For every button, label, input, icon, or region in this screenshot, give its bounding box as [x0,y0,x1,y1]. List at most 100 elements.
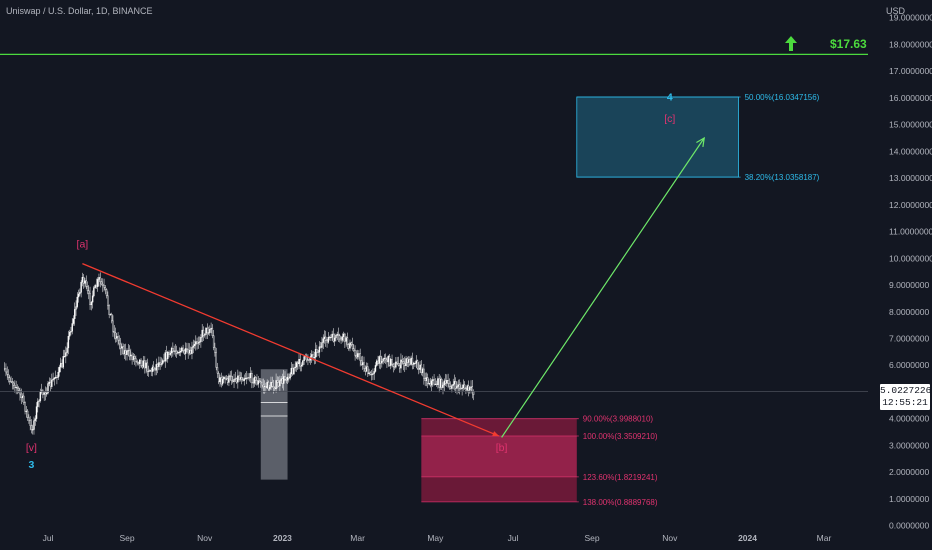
candle-body [293,367,295,375]
candle-body [141,365,143,368]
candle-body [244,377,247,379]
candle-body [207,332,210,334]
candle-body [424,378,426,381]
candle-body [158,362,160,367]
candle-body [425,377,428,381]
candle-body [11,381,14,384]
candle-body [196,341,198,344]
candle-body [118,339,121,345]
support-zone-core [421,436,577,477]
candle-body [195,341,197,345]
candle-body [470,386,472,388]
candle-body [437,378,439,385]
x-tick-label: Mar [817,533,832,543]
candle-body [364,368,366,372]
candle-body [277,382,280,387]
x-tick-label: Sep [119,533,134,543]
candle-body [98,277,100,280]
candle-body [286,376,289,381]
candle-body [374,365,377,372]
x-axis[interactable]: Jul Sep Nov 2023 Mar May Jul Sep Nov 2024 Mar [43,533,832,543]
candle-body [230,375,233,382]
candle-body [342,333,345,337]
candle-body [34,418,36,421]
candle-body [190,349,192,354]
candle-body [429,383,431,386]
candle-body [265,386,267,388]
last-price: 5.0227226 [880,385,932,396]
candle-body [191,347,193,354]
candle-body [258,380,261,382]
target-price-label: $17.63 [830,37,867,51]
candle-body [201,329,203,338]
candle-body [397,363,400,366]
candle-body [216,367,219,374]
candle-body [80,282,82,293]
candle-body [117,336,119,341]
candle-body [135,358,137,362]
candle-body [67,336,70,349]
candle-body [354,350,356,356]
candle-body [327,337,330,343]
candle-body [353,348,355,351]
candle-body [84,280,86,284]
candle-body [345,337,347,342]
candle-body [252,382,254,384]
candle-body [466,385,468,391]
candle-body [388,355,391,366]
candle-body [7,374,10,378]
candle-body [26,410,29,418]
y-axis[interactable]: 19.0000000 18.0000000 17.0000000 16.0000000… [889,13,932,531]
candle-body [254,377,257,381]
candle-body [61,363,63,368]
y-tick-label: 0.0000000 [889,521,929,531]
candle-body [414,363,416,365]
bar-countdown: 12:55:21 [882,397,928,408]
candle-body [49,381,52,387]
candle-body [251,373,253,383]
candle-body [116,336,118,339]
candle-body [225,378,228,380]
candle-body [355,355,358,358]
candle-body [63,356,66,358]
candle-body [160,363,163,365]
candle-body [184,348,187,354]
candle-body [175,350,178,354]
candle-body [181,347,183,352]
candle-body [344,333,346,342]
x-tick-label: Nov [662,533,678,543]
candle-body [362,362,364,366]
candle-body [285,379,287,381]
candle-body [99,277,101,282]
candle-body [341,336,344,341]
candle-body [153,366,155,370]
candle-body [331,333,333,338]
candle-body [441,378,443,388]
candle-body [332,333,335,342]
candle-body [119,343,122,349]
candle-body [376,360,378,366]
candle-body [434,383,437,385]
candle-body [20,393,22,399]
candle-body [373,371,375,374]
candle-body [396,361,398,364]
candle-body [3,368,6,370]
wave-label: 3 [29,459,35,471]
candle-body [393,366,396,368]
candle-body [235,378,238,383]
y-tick-label: 11.0000000 [889,227,932,237]
y-tick-label: 19.0000000 [889,13,932,23]
candle-body [204,334,206,336]
candle-body [365,366,368,372]
candle-body [15,387,17,389]
candle-body [209,328,211,333]
x-tick-label: Sep [585,533,600,543]
candle-body [200,336,202,342]
candle-body [269,387,271,390]
candle-body [37,401,39,407]
candle-body [48,381,50,384]
trendline [82,263,500,437]
candle-body [386,359,388,363]
candle-body [237,375,239,383]
